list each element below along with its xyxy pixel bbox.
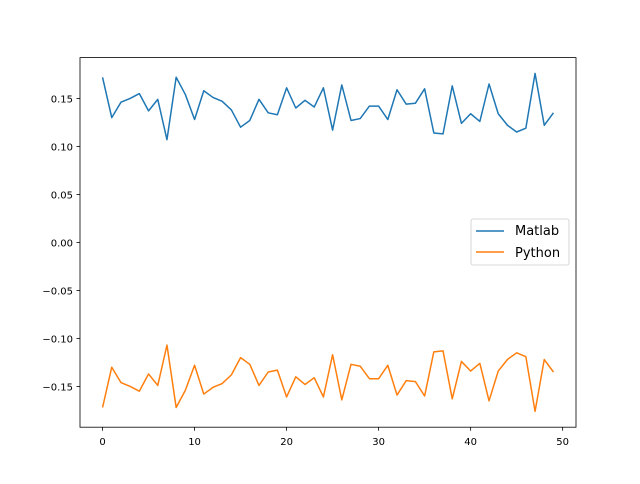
x-axis: 0 10 20 30 40 50 xyxy=(99,427,569,448)
series-layer xyxy=(101,72,555,413)
series-line-python xyxy=(101,344,555,413)
legend: Matlab Python xyxy=(470,218,570,266)
x-tick-label: 20 xyxy=(280,437,293,448)
y-tick-label: −0.05 xyxy=(42,286,73,297)
legend-label-matlab: Matlab xyxy=(515,224,559,239)
y-tick-label: −0.15 xyxy=(42,382,73,393)
y-tick-label: 0.15 xyxy=(51,94,73,105)
legend-label-python: Python xyxy=(515,246,560,261)
y-tick-label: 0.05 xyxy=(51,190,73,201)
x-tick-label: 0 xyxy=(99,437,105,448)
series-line-matlab xyxy=(101,72,555,141)
y-axis: 0.15 0.10 0.05 0.00 −0.05 −0.10 −0.15 xyxy=(42,94,80,393)
y-tick-label: 0.00 xyxy=(51,238,73,249)
x-tick-label: 50 xyxy=(556,437,569,448)
y-tick-label: −0.10 xyxy=(42,334,73,345)
y-tick-label: 0.10 xyxy=(51,142,73,153)
x-tick-label: 30 xyxy=(372,437,385,448)
x-tick-label: 40 xyxy=(464,437,477,448)
x-tick-label: 10 xyxy=(188,437,201,448)
